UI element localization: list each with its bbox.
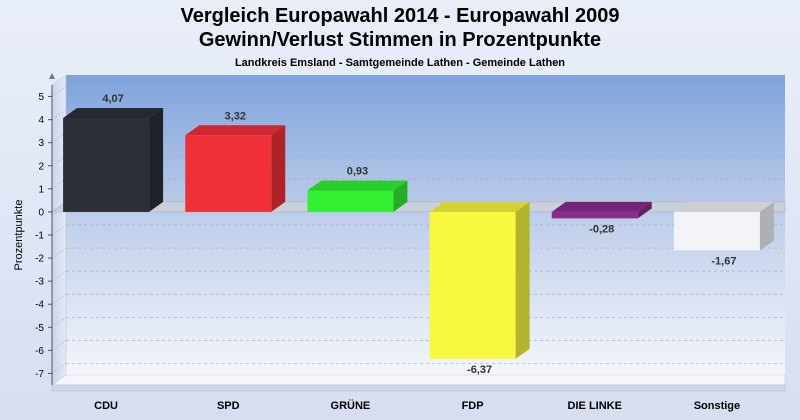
grid-line-side (51, 86, 67, 97)
category-label: CDU (94, 400, 118, 412)
grid-line-side (51, 340, 67, 351)
bar-top (429, 201, 530, 212)
labels: 4,07 CDU 3,32 SPD 0,93 GRÜNE -6,37 FDP -0,28 DIE … (94, 93, 740, 412)
y-tick-label: 2 (38, 161, 44, 172)
plot-area (51, 74, 786, 392)
y-axis: 5 4 3 2 1 0 -1 -2 -3 -4 -5 -6 -7 (35, 73, 55, 385)
bar-top (185, 125, 286, 136)
category-label: FDP (462, 400, 484, 412)
value-label: 4,07 (102, 93, 123, 105)
bar-side (271, 125, 286, 212)
y-tick-label: 1 (38, 184, 44, 195)
y-axis-arrow (49, 73, 55, 79)
bar-spd (185, 125, 286, 212)
grid-line-side (51, 270, 67, 282)
y-tick-label: -3 (35, 277, 44, 288)
bar-side (393, 180, 408, 212)
grid-line-side (51, 247, 67, 259)
grid-line-side (51, 132, 67, 143)
y-tick-label: 3 (38, 138, 44, 149)
title-block: Vergleich Europawahl 2014 - Europawahl 2… (0, 4, 800, 70)
bar-die-linke (551, 201, 652, 219)
category-label: DIE LINKE (568, 400, 622, 412)
plot-floor-edge (51, 384, 786, 392)
y-tick-label: -6 (35, 346, 44, 357)
bar-top (673, 201, 774, 212)
chart-subtitle: Landkreis Emsland - Samtgemeinde Lathen … (234, 57, 566, 69)
grid-line-side (51, 293, 67, 305)
grid-line-side (51, 155, 67, 167)
bar-side (149, 108, 164, 212)
value-label: -0,28 (589, 223, 614, 235)
grid-line-side (51, 109, 67, 120)
y-tick-label: -7 (35, 369, 44, 380)
bar-top (63, 108, 164, 118)
value-label: 0,93 (347, 165, 368, 177)
bar-front (551, 211, 638, 219)
bar-grüne (307, 180, 408, 212)
bar-top (551, 201, 652, 212)
grid-line-side (51, 224, 67, 236)
chart-title-line-1: Vergleich Europawahl 2014 - Europawahl 2… (180, 5, 620, 27)
value-label: 3,32 (225, 110, 246, 122)
category-label: Sonstige (694, 400, 740, 412)
bar-fdp (429, 201, 530, 359)
bar-front (673, 211, 760, 251)
y-tick-label: -1 (35, 231, 44, 242)
bar-front (307, 190, 394, 212)
y-tick-label: -2 (35, 254, 44, 265)
y-tick-label: -5 (35, 323, 44, 334)
value-label: -6,37 (467, 364, 492, 376)
plot-back-wall (66, 75, 785, 375)
bar-side (515, 201, 530, 359)
value-label: -1,67 (711, 255, 736, 267)
bar-cdu (63, 108, 164, 212)
bars (63, 108, 774, 359)
plot-floor (51, 374, 786, 386)
category-label: SPD (217, 400, 240, 412)
bar-top (307, 180, 408, 191)
bar-sonstige (673, 201, 774, 251)
bar-front (63, 118, 150, 212)
y-tick-label: 5 (38, 92, 44, 103)
bar-front (429, 211, 516, 359)
grid-line-side (51, 317, 67, 328)
grid-line-side (51, 178, 67, 190)
zero-plane (51, 201, 786, 213)
y-tick-label: -4 (35, 300, 44, 311)
y-tick-label: 4 (38, 115, 44, 126)
bar-side (637, 201, 652, 219)
chart-title-line-2: Gewinn/Verlust Stimmen in Prozentpunkte (198, 29, 602, 51)
category-label: GRÜNE (331, 399, 371, 412)
grid-line-side (51, 363, 67, 374)
y-axis-title: Prozentpunkte (13, 200, 25, 271)
y-tick-label: 0 (38, 207, 44, 218)
bar-side (759, 201, 774, 251)
bar-front (185, 135, 272, 212)
